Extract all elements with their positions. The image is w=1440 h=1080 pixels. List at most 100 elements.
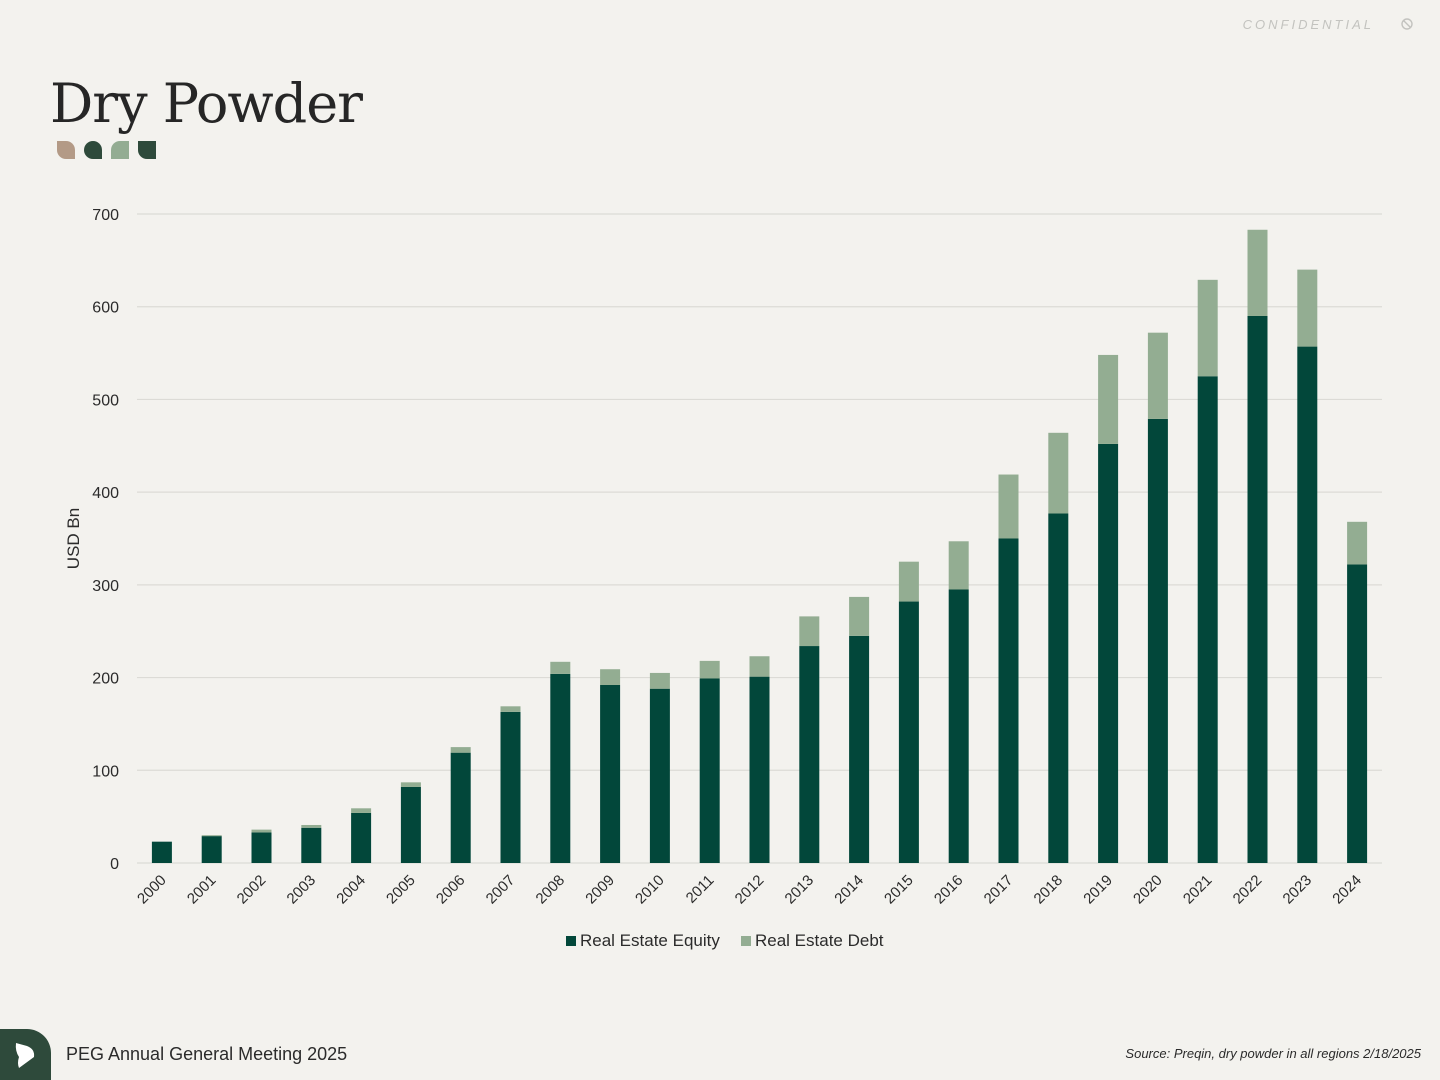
bar-debt-2003 [301,824,322,828]
bar-equity-2019 [1098,443,1119,863]
bar-equity-2003 [301,827,322,863]
x-tick-label: 2016 [931,872,967,908]
y-axis-label: USD Bn [64,508,83,569]
bar-debt-2015 [898,561,919,602]
bar-equity-2012 [749,676,770,863]
x-tick-label: 2004 [333,872,369,908]
x-tick-label: 2009 [582,872,618,908]
x-tick-label: 2021 [1180,872,1216,908]
bar-debt-2023 [1297,269,1318,347]
bar-debt-2013 [799,616,820,647]
x-tick-label: 2012 [732,872,768,908]
y-tick-label: 400 [92,485,119,502]
bar-debt-2004 [351,808,372,813]
bar-equity-2009 [600,684,621,863]
bar-debt-2012 [749,656,770,677]
bar-debt-2020 [1147,332,1168,419]
bar-equity-2018 [1048,513,1069,863]
bar-debt-2005 [400,782,421,787]
bar-equity-2024 [1347,564,1368,863]
y-tick-label: 300 [92,578,119,595]
bar-equity-2021 [1197,376,1218,863]
leaf-icon [138,141,156,159]
bar-debt-2002 [251,829,272,833]
bar-equity-2008 [550,673,571,863]
bar-debt-2009 [600,669,621,685]
bar-equity-2000 [151,841,172,863]
bar-equity-2005 [400,786,421,863]
bar-debt-2019 [1098,354,1119,444]
bar-equity-2020 [1147,418,1168,863]
bar-equity-2006 [450,752,471,863]
bar-debt-2017 [998,474,1019,539]
bar-debt-2018 [1048,432,1069,514]
x-tick-label: 2005 [383,872,419,908]
x-tick-label: 2022 [1230,872,1266,908]
bar-equity-2017 [998,538,1019,863]
x-tick-label: 2000 [134,872,170,908]
bar-equity-2004 [351,812,372,863]
x-tick-label: 2018 [1031,872,1067,908]
bar-debt-2011 [699,660,720,679]
restricted-icon [1401,18,1413,30]
bar-debt-2001 [201,835,222,837]
decorative-leaf-icons [57,141,156,159]
bar-debt-2024 [1347,521,1368,565]
bar-equity-2022 [1247,315,1268,863]
confidential-label: CONFIDENTIAL [1242,17,1374,32]
bar-debt-2021 [1197,279,1218,377]
bar-debt-2008 [550,661,571,674]
bar-equity-2011 [699,678,720,863]
bar-debt-2010 [649,672,670,689]
x-tick-label: 2007 [483,872,519,908]
footer-meeting-title: PEG Annual General Meeting 2025 [66,1044,348,1064]
x-tick-label: 2006 [433,872,469,908]
source-note: Source: Preqin, dry powder in all region… [1125,1046,1421,1061]
x-tick-label: 2017 [981,872,1017,908]
bar-equity-2015 [898,601,919,863]
bar-equity-2007 [500,711,521,863]
legend-label-0: Real Estate Equity [580,931,720,950]
x-tick-label: 2024 [1329,872,1365,908]
bar-equity-2001 [201,836,222,863]
y-tick-label: 0 [110,856,119,873]
x-tick-label: 2014 [831,872,867,908]
x-tick-label: 2015 [881,872,917,908]
stacked-bar-chart: 0 100 200 300 400 500 600 700 USD Bn 2000 2001 2002… [64,207,1382,950]
x-tick-label: 2011 [683,872,718,907]
y-tick-label: 500 [92,392,119,409]
x-tick-label: 2019 [1080,872,1116,908]
x-tick-label: 2020 [1130,872,1166,908]
legend-swatch-1 [741,936,751,946]
bar-equity-2014 [849,635,870,863]
y-tick-label: 100 [92,763,119,780]
leaf-icon [84,141,102,159]
leaf-icon [111,141,129,159]
x-tick-label: 2008 [533,872,569,908]
bar-debt-2014 [849,596,870,636]
legend-swatch-0 [566,936,576,946]
y-tick-label: 700 [92,207,119,224]
bar-equity-2010 [649,688,670,863]
bar-debt-2006 [450,747,471,753]
bar-debt-2007 [500,706,521,712]
x-tick-label: 2002 [234,872,270,908]
logo [0,1029,51,1080]
y-tick-label: 600 [92,300,119,317]
x-tick-label: 2023 [1280,872,1316,908]
x-tick-label: 2010 [632,872,668,908]
bar-equity-2023 [1297,346,1318,863]
x-tick-label: 2001 [184,872,220,908]
page-title: Dry Powder [50,72,363,135]
bar-equity-2002 [251,832,272,863]
chart-container: 0 100 200 300 400 500 600 700 USD Bn 2000 2001 2002… [0,190,1440,980]
logo-leaf-icon [15,1043,35,1068]
bar-debt-2016 [948,541,969,590]
bar-equity-2016 [948,589,969,863]
y-tick-label: 200 [92,671,119,688]
x-tick-label: 2003 [284,872,320,908]
x-tick-label: 2013 [782,872,818,908]
legend-label-1: Real Estate Debt [755,931,884,950]
bar-equity-2013 [799,646,820,863]
leaf-icon [57,141,75,159]
